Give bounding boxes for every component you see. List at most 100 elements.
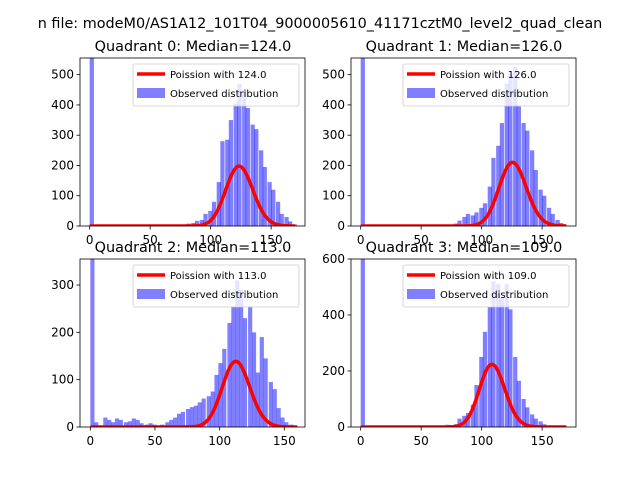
histogram-bar [203,213,208,226]
histogram-bar [245,107,250,226]
legend-frame [132,63,300,107]
x-tick-label: 100 [470,434,493,448]
histogram-bar [360,259,365,427]
histogram-bar [482,331,488,427]
axes-frame [79,258,306,428]
histogram-bar [127,421,132,427]
histogram-bar [470,215,475,226]
y-tick-label: 200 [51,325,74,339]
histogram-bar [276,408,281,427]
y-tick-label: 300 [322,128,345,142]
histogram-bar [474,212,479,226]
legend-observed-swatch [137,88,165,98]
legend-observed-swatch [407,88,435,98]
x-tick-label: 0 [86,233,94,247]
y-tick-label: 500 [51,68,74,82]
histogram-bar [176,413,182,427]
x-tick-label: 0 [357,233,365,247]
histogram-bar [267,182,272,226]
histogram-bar [268,382,273,427]
histogram-bar [496,284,501,427]
x-tick-label: 100 [470,233,493,247]
histogram-bar [457,418,462,427]
histogram-bar [165,422,170,427]
histogram-bar [482,203,488,226]
histogram-bar [530,414,535,427]
histogram-bar [189,407,195,427]
y-tick-label: 200 [322,364,345,378]
histogram-bar [231,306,236,427]
histogram-bar [107,419,112,427]
axes-frame [350,57,577,227]
quadrant-0-title: Quadrant 0: Median=124.0 [95,39,292,55]
histogram-bar [479,207,484,226]
histogram-bar [169,419,174,427]
quadrant-2-title: Quadrant 2: Median=113.0 [95,240,292,256]
histogram-bar [118,419,123,427]
histogram-bar [499,298,505,427]
y-tick-label: 0 [66,420,74,434]
histogram-bar [201,398,206,427]
histogram-bar [470,404,475,427]
y-tick-label: 400 [322,308,345,322]
x-tick-label: 0 [87,434,95,448]
histogram-bar [525,130,530,226]
legend-observed-label: Observed distribution [170,89,278,100]
histogram-bar [251,332,257,427]
quadrant-0-plot: 0 50 100 150 0 100 200 300 400 500 [51,57,306,247]
x-tick-label: 150 [531,434,554,448]
x-tick-label: 0 [357,434,365,448]
histogram-bar [279,213,284,226]
y-tick-label: 400 [51,98,74,112]
legend-observed-swatch [407,289,435,299]
y-tick-label: 0 [337,219,345,233]
histogram-bar [457,220,462,226]
y-tick-label: 300 [51,128,74,142]
x-tick-label: 100 [208,434,231,448]
y-tick-label: 0 [66,219,74,233]
histogram-bar [259,150,264,226]
histogram-bar [491,157,496,226]
legend-poisson-label: Poission with 109.0 [440,271,536,282]
histogram-bar [360,58,365,226]
histogram-bar [538,189,543,226]
quadrant-0-legend: Poission with 124.0 Observed distributio… [132,63,300,107]
histogram-bar [546,207,552,226]
histogram-bar [197,402,202,427]
histogram-bar [111,422,116,427]
x-tick-label: 150 [260,233,283,247]
histogram-bar [233,103,238,226]
histogram-bar [222,348,227,427]
quadrant-3-plot: 0 50 100 150 0 200 400 600 [322,252,577,448]
histogram-bar [530,150,535,226]
histogram-bar [516,380,521,427]
legend-frame [402,264,570,308]
x-tick-label: 150 [531,233,554,247]
y-tick-label: 200 [322,158,345,172]
histogram-bar [173,417,178,427]
histogram-bar [280,417,285,427]
histogram-bar [103,417,108,427]
legend-poisson-label: Poission with 124.0 [170,70,266,81]
histogram-bar [194,220,200,226]
histogram-bar [242,89,247,226]
histogram-bar [504,284,509,427]
poisson-curve [360,362,567,427]
figure-suptitle: n file: modeM0/AS1A12_101T04_9000005610_… [38,16,603,32]
axes-frame [350,258,577,428]
histogram-bar [193,405,198,427]
legend-poisson-label: Poission with 113.0 [170,271,266,282]
quadrant-1-legend: Poission with 126.0 Observed distributio… [402,63,570,107]
x-tick-label: 50 [414,434,429,448]
y-tick-label: 0 [337,420,345,434]
histogram-bar [521,123,526,226]
histogram-bar [550,213,555,226]
histogram-bar [250,124,255,226]
x-tick-label: 100 [199,233,222,247]
histogram-bar [114,418,120,427]
legend-frame [132,264,300,308]
histogram-bar [89,58,94,226]
histogram-bar [186,409,191,427]
x-tick-label: 50 [414,233,429,247]
histogram-bar [538,421,543,427]
